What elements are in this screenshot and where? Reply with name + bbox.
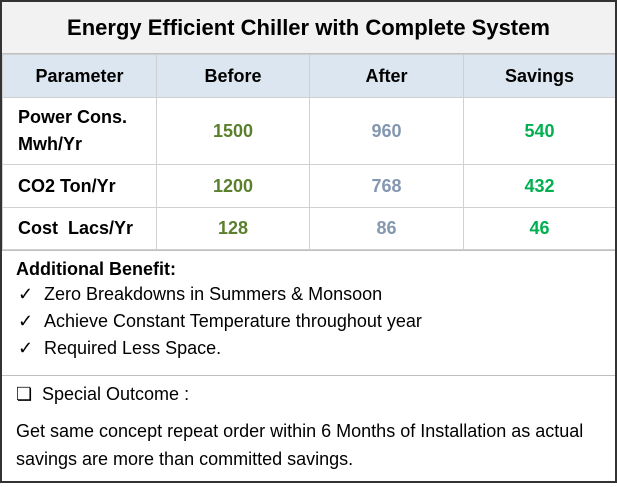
value-cell: 128 <box>156 207 310 250</box>
value-cell: 768 <box>309 164 464 208</box>
title: Energy Efficient Chiller with Complete S… <box>2 2 615 54</box>
parameter-cell: Cost Lacs/Yr <box>2 207 157 250</box>
header-cell: Parameter <box>2 54 157 98</box>
header-cell: Before <box>156 54 310 98</box>
comparison-table: Parameter Before After Savings Power Cons. M… <box>2 54 615 250</box>
value-cell: 960 <box>309 97 464 165</box>
benefit-item: Required Less Space. <box>16 335 601 362</box>
value-cell: 432 <box>463 164 615 208</box>
benefits: Additional Benefit: Zero Breakdowns in S… <box>2 250 615 375</box>
table-row: CO2 Ton/Yr 1200 768 432 <box>2 164 615 208</box>
value-cell: 540 <box>463 97 615 165</box>
value-cell: 1500 <box>156 97 310 165</box>
benefits-heading: Additional Benefit: <box>16 259 176 279</box>
parameter-cell: CO2 Ton/Yr <box>2 164 157 208</box>
outcome: Special Outcome : Get same concept repea… <box>2 375 615 481</box>
outcome-text: Get same concept repeat order within 6 M… <box>16 421 584 469</box>
table-row: Cost Lacs/Yr 128 86 46 <box>2 207 615 250</box>
table-row: Power Cons. Mwh/Yr 1500 960 540 <box>2 97 615 165</box>
value-cell: 46 <box>463 207 615 250</box>
value-cell: 86 <box>309 207 464 250</box>
outcome-heading: Special Outcome : <box>16 384 601 405</box>
parameter-cell: Power Cons. Mwh/Yr <box>2 97 157 165</box>
header-cell: After <box>309 54 464 98</box>
header-cell: Savings <box>463 54 615 98</box>
benefit-item: Zero Breakdowns in Summers & Monsoon <box>16 281 601 308</box>
value-cell: 1200 <box>156 164 310 208</box>
benefit-item: Achieve Constant Temperature throughout … <box>16 308 601 335</box>
header-row: Parameter Before After Savings <box>2 54 615 98</box>
